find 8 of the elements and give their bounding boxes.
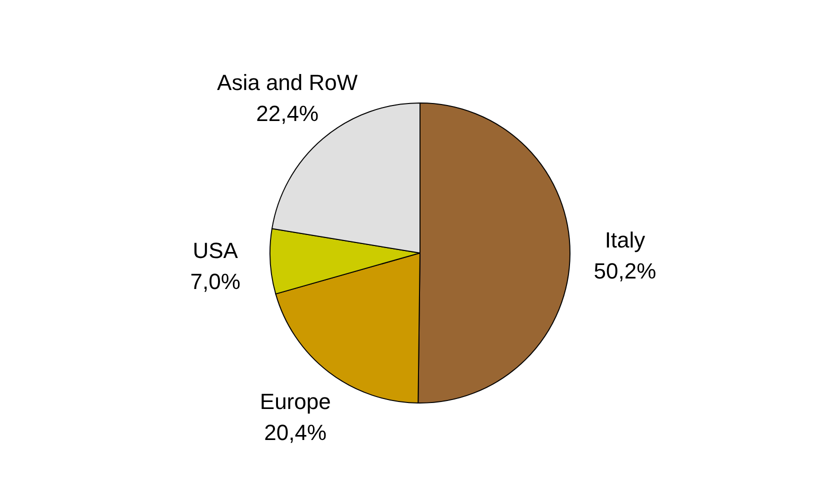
data-label: 20,4% [264, 420, 327, 445]
data-label: 50,2% [594, 258, 656, 284]
slice-label: Italy [604, 228, 646, 253]
slice-label: USA [192, 238, 238, 263]
data-label: 22,4% [256, 100, 319, 126]
data-label: 7,0% [190, 268, 240, 294]
slice-label: Europe [260, 389, 331, 414]
slice-label: Asia and RoW [217, 70, 358, 96]
